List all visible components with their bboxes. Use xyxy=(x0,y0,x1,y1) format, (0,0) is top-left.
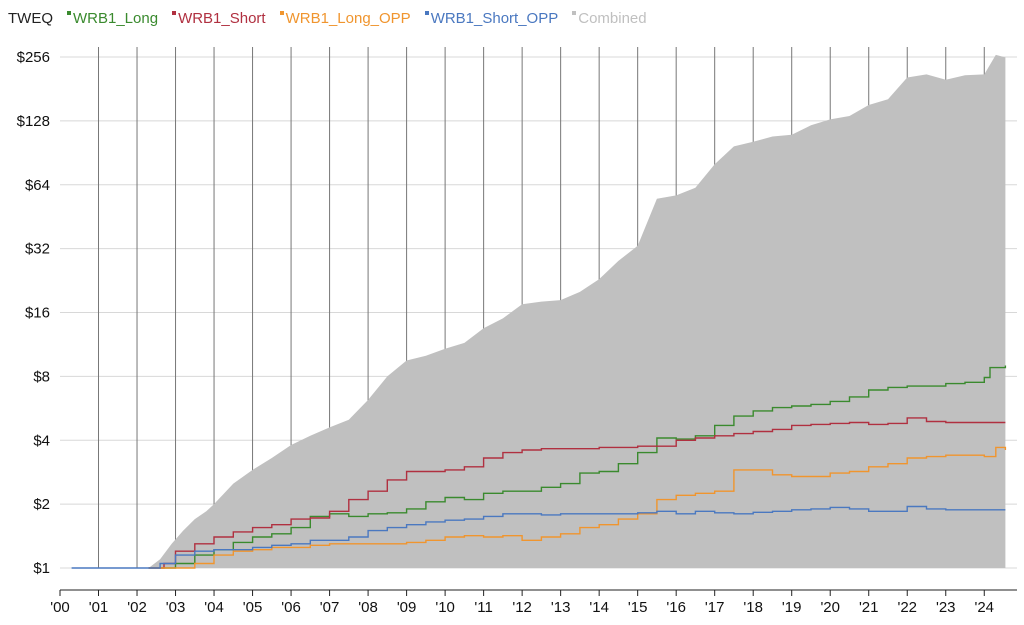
x-axis-tick-labels: '00 '01 '02 '03 '04 '05 '06 '07 '08 '09 '10 '11 '12 '… xyxy=(50,599,994,616)
y-tick-label-8: $8 xyxy=(33,368,50,385)
series-line-wrb1-short xyxy=(148,417,1006,569)
x-tick-label-21: '21 xyxy=(859,599,879,616)
legend: TWEQ WRB1_Long WRB1_Short WRB1_Long_OPP … xyxy=(8,7,661,29)
x-tick-label-09: '09 xyxy=(397,599,417,616)
x-tick-label-05: '05 xyxy=(243,599,263,616)
legend-item-wrb1-short-opp[interactable]: WRB1_Short_OPP xyxy=(424,9,559,27)
x-tick-label-15: '15 xyxy=(628,599,648,616)
x-tick-label-08: '08 xyxy=(358,599,378,616)
x-tick-label-07: '07 xyxy=(320,599,340,616)
series-line-wrb1-long xyxy=(148,365,1007,569)
legend-label-combined: Combined xyxy=(578,9,647,27)
x-tick-label-14: '14 xyxy=(589,599,609,616)
y-tick-label-1: $1 xyxy=(33,560,50,577)
x-tick-label-12: '12 xyxy=(512,599,532,616)
x-tick-label-23: '23 xyxy=(936,599,956,616)
legend-item-wrb1-long[interactable]: WRB1_Long xyxy=(67,10,158,27)
x-tick-label-18: '18 xyxy=(743,599,763,616)
x-tick-label-00: '00 xyxy=(50,599,70,616)
legend-swatch-combined xyxy=(572,11,577,15)
x-tick-label-24: '24 xyxy=(974,599,994,616)
legend-label-wrb1-long-opp: WRB1_Long_OPP xyxy=(285,9,411,27)
area-series xyxy=(148,54,1006,568)
x-tick-label-13: '13 xyxy=(551,599,571,616)
series-area-combined xyxy=(148,54,1006,568)
x-tick-label-22: '22 xyxy=(897,599,917,616)
legend-swatch-wrb1-long-opp xyxy=(279,11,284,15)
legend-item-wrb1-long-opp[interactable]: WRB1_Long_OPP xyxy=(279,9,411,27)
series-line-wrb1-short-opp xyxy=(71,505,1006,569)
x-tick-label-10: '10 xyxy=(435,599,455,616)
legend-item-combined[interactable]: Combined xyxy=(572,9,647,27)
legend-swatch-wrb1-short xyxy=(172,11,177,15)
x-tick-label-02: '02 xyxy=(127,599,147,616)
y-tick-label-4: $4 xyxy=(33,432,50,449)
x-tick-label-03: '03 xyxy=(166,599,186,616)
legend-title: TWEQ xyxy=(8,9,53,27)
x-tick-label-16: '16 xyxy=(666,599,686,616)
x-tick-label-04: '04 xyxy=(204,599,224,616)
line-series xyxy=(71,365,1007,569)
x-tick-label-11: '11 xyxy=(474,599,492,616)
x-tick-label-06: '06 xyxy=(281,599,301,616)
x-tick-label-20: '20 xyxy=(820,599,840,616)
y-tick-label-256: $256 xyxy=(17,49,50,66)
x-tick-label-17: '17 xyxy=(705,599,725,616)
y-tick-label-64: $64 xyxy=(25,177,50,194)
x-tick-label-19: '19 xyxy=(782,599,802,616)
y-tick-label-2: $2 xyxy=(33,496,50,513)
y-tick-label-128: $128 xyxy=(17,113,50,130)
x-axis-ticks xyxy=(59,590,985,596)
legend-label-wrb1-short: WRB1_Short xyxy=(178,9,266,27)
series-line-wrb1-long-opp xyxy=(148,446,1007,569)
y-tick-label-16: $16 xyxy=(25,305,50,322)
legend-swatch-wrb1-short-opp xyxy=(424,11,429,15)
legend-swatch-wrb1-long xyxy=(67,11,71,15)
y-tick-label-32: $32 xyxy=(25,241,50,258)
legend-label-wrb1-short-opp: WRB1_Short_OPP xyxy=(430,9,559,27)
legend-item-wrb1-short[interactable]: WRB1_Short xyxy=(172,10,266,27)
y-axis-tick-labels: $1 $2 $4 $8 $16 $32 $64 $128 $256 xyxy=(17,49,50,577)
x-tick-label-01: '01 xyxy=(89,599,109,616)
legend-label-wrb1-long: WRB1_Long xyxy=(73,9,159,27)
